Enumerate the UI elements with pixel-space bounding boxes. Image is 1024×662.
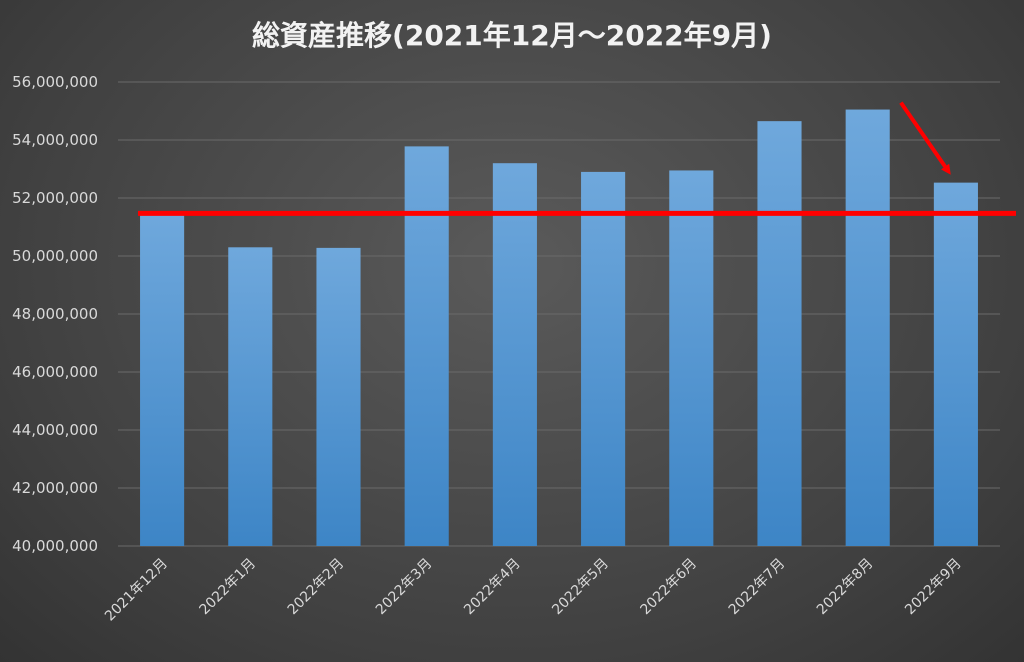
annotation-layer (138, 101, 1016, 216)
x-tick-label: 2022年7月 (726, 556, 789, 619)
x-tick-label: 2022年5月 (549, 556, 612, 619)
y-tick-label: 44,000,000 (12, 421, 98, 439)
bar (933, 182, 978, 546)
bar (228, 247, 273, 547)
x-tick-label: 2021年12月 (102, 556, 171, 625)
y-tick-label: 50,000,000 (12, 247, 98, 265)
bar (669, 170, 714, 546)
bar (492, 163, 537, 546)
arrow-annotation (899, 101, 951, 175)
x-tick-label: 2022年2月 (285, 556, 348, 619)
y-tick-label: 52,000,000 (12, 189, 98, 207)
x-tick-label: 2022年6月 (638, 556, 701, 619)
bar-layer (140, 109, 978, 547)
bar (581, 171, 626, 546)
y-tick-label: 42,000,000 (12, 479, 98, 497)
x-tick-label: 2022年9月 (902, 556, 965, 619)
y-axis-ticks: 40,000,000 42,000,000 44,000,000 46,000,000… (12, 73, 98, 555)
chart-title: 総資産推移(2021年12月～2022年9月) (252, 19, 772, 52)
bar (404, 146, 449, 546)
y-tick-label: 40,000,000 (12, 537, 98, 555)
y-tick-label: 56,000,000 (12, 73, 98, 91)
bar (757, 121, 802, 547)
y-tick-label: 48,000,000 (12, 305, 98, 323)
x-axis-ticks: 2021年12月 2022年1月 2022年2月 2022年3月 2022年4月 2022… (102, 556, 965, 625)
bar (316, 247, 361, 546)
y-tick-label: 54,000,000 (12, 131, 98, 149)
y-tick-label: 46,000,000 (12, 363, 98, 381)
x-tick-label: 2022年4月 (461, 556, 524, 619)
x-tick-label: 2022年3月 (373, 556, 436, 619)
bar (845, 109, 890, 547)
bar (140, 212, 185, 546)
x-tick-label: 2022年1月 (197, 556, 260, 619)
x-tick-label: 2022年8月 (814, 556, 877, 619)
